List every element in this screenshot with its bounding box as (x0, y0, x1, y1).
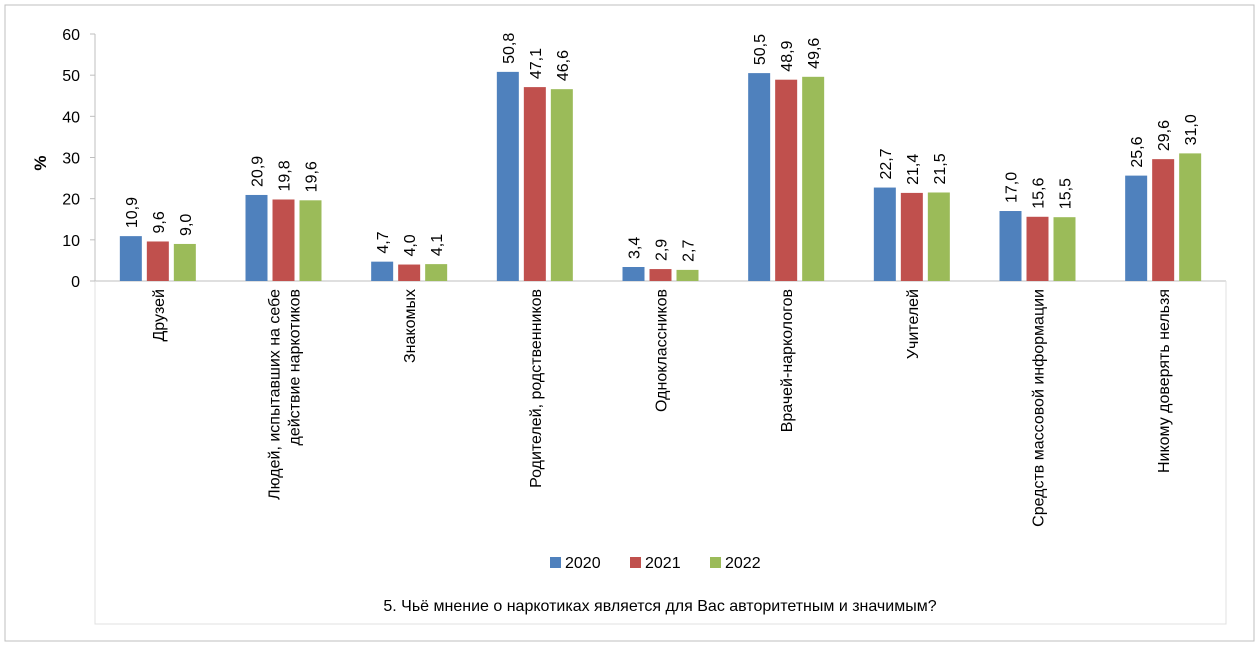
legend-swatch-2021 (630, 557, 641, 568)
x-title-frame (94, 281, 1227, 625)
bar-2022 (425, 264, 448, 281)
data-label: 3,4 (627, 237, 644, 259)
bar-2020 (1125, 175, 1148, 281)
bar-2021 (1152, 159, 1175, 281)
legend-label: 2022 (725, 555, 761, 572)
x-category-label: Учителей (905, 289, 922, 359)
legend: 2020 2021 2022 (550, 555, 761, 572)
bar-2022 (1179, 153, 1202, 281)
x-category-label: Средств массовой информации (1031, 289, 1048, 527)
data-label: 49,6 (806, 38, 823, 69)
data-label: 17,0 (1004, 172, 1021, 203)
x-category-label: Родителей, родственников (528, 289, 545, 488)
legend-label: 2020 (565, 555, 601, 572)
bar-2021 (649, 269, 672, 281)
bar-2020 (119, 236, 142, 281)
data-label: 48,9 (779, 40, 796, 71)
data-labels: 10,9 9,6 9,0 20,9 19,8 19,6 4,7 4,0 4,1 50,8 47,1 4… (124, 33, 1200, 262)
chart-border (4, 4, 1255, 642)
y-tick-label: 50 (62, 68, 80, 85)
data-label: 47,1 (528, 48, 545, 79)
data-label: 21,4 (905, 154, 922, 185)
bar-2020 (748, 73, 771, 281)
bar-2021 (398, 264, 421, 281)
data-label: 9,6 (151, 211, 168, 233)
bar-2022 (299, 200, 322, 281)
x-category-label: Знакомых (402, 289, 419, 363)
data-label: 29,6 (1156, 120, 1173, 151)
bar-2020 (999, 211, 1022, 281)
bar-2021 (146, 241, 169, 281)
y-axis-ticks: 0 10 20 30 40 50 60 (62, 27, 95, 291)
bar-2021 (272, 199, 295, 281)
x-category-label: Людей, испытавших на себе (267, 289, 284, 500)
y-tick-label: 20 (62, 192, 80, 209)
data-label: 31,0 (1183, 114, 1200, 145)
bar-2020 (873, 187, 896, 281)
data-label: 15,5 (1058, 178, 1075, 209)
data-label: 4,0 (402, 234, 419, 256)
y-tick-label: 30 (62, 151, 80, 168)
data-label: 15,6 (1031, 178, 1048, 209)
bar-2020 (622, 267, 645, 281)
y-tick-label: 40 (62, 109, 80, 126)
data-label: 50,8 (501, 33, 518, 64)
data-label: 9,0 (178, 214, 195, 236)
data-label: 2,7 (681, 240, 698, 262)
y-tick-label: 10 (62, 233, 80, 250)
bar-2022 (927, 192, 950, 281)
data-label: 2,9 (654, 239, 671, 261)
data-label: 4,7 (375, 231, 392, 253)
data-label: 10,9 (124, 197, 141, 228)
bar-2022 (802, 76, 825, 282)
bar-2020 (371, 261, 394, 281)
data-label: 4,1 (429, 234, 446, 256)
legend-label: 2021 (645, 555, 681, 572)
bar-2022 (1053, 217, 1076, 281)
bar-2021 (775, 79, 798, 281)
bar-2020 (496, 71, 519, 281)
legend-swatch-2020 (550, 557, 561, 568)
x-category-label: Одноклассников (654, 289, 671, 412)
x-category-label: Друзей (151, 289, 168, 342)
data-label: 22,7 (878, 148, 895, 179)
bar-2021 (900, 192, 923, 281)
bar-2022 (550, 89, 573, 281)
bar-2020 (245, 194, 268, 281)
x-category-label: действие наркотиков (287, 289, 304, 445)
bar-2022 (173, 243, 196, 281)
data-label: 20,9 (250, 156, 267, 187)
data-label: 19,8 (277, 160, 294, 191)
x-category-label: Никому доверять нельзя (1156, 289, 1173, 473)
y-tick-label: 0 (71, 274, 80, 291)
bar-2021 (1026, 216, 1049, 281)
y-tick-label: 60 (62, 27, 80, 44)
x-category-labels: Друзей Людей, испытавших на себе действие … (151, 289, 1173, 527)
data-label: 21,5 (932, 153, 949, 184)
data-label: 46,6 (555, 50, 572, 81)
data-label: 19,6 (304, 161, 321, 192)
x-axis-title: 5. Чьё мнение о наркотиках является для … (383, 598, 936, 615)
x-category-label: Врачей-наркологов (779, 289, 796, 432)
y-axis-title: % (31, 155, 50, 170)
bars (119, 71, 1202, 282)
bar-2021 (523, 87, 546, 281)
data-label: 25,6 (1129, 136, 1146, 167)
legend-swatch-2022 (710, 557, 721, 568)
bar-2022 (676, 269, 699, 281)
data-label: 50,5 (752, 34, 769, 65)
